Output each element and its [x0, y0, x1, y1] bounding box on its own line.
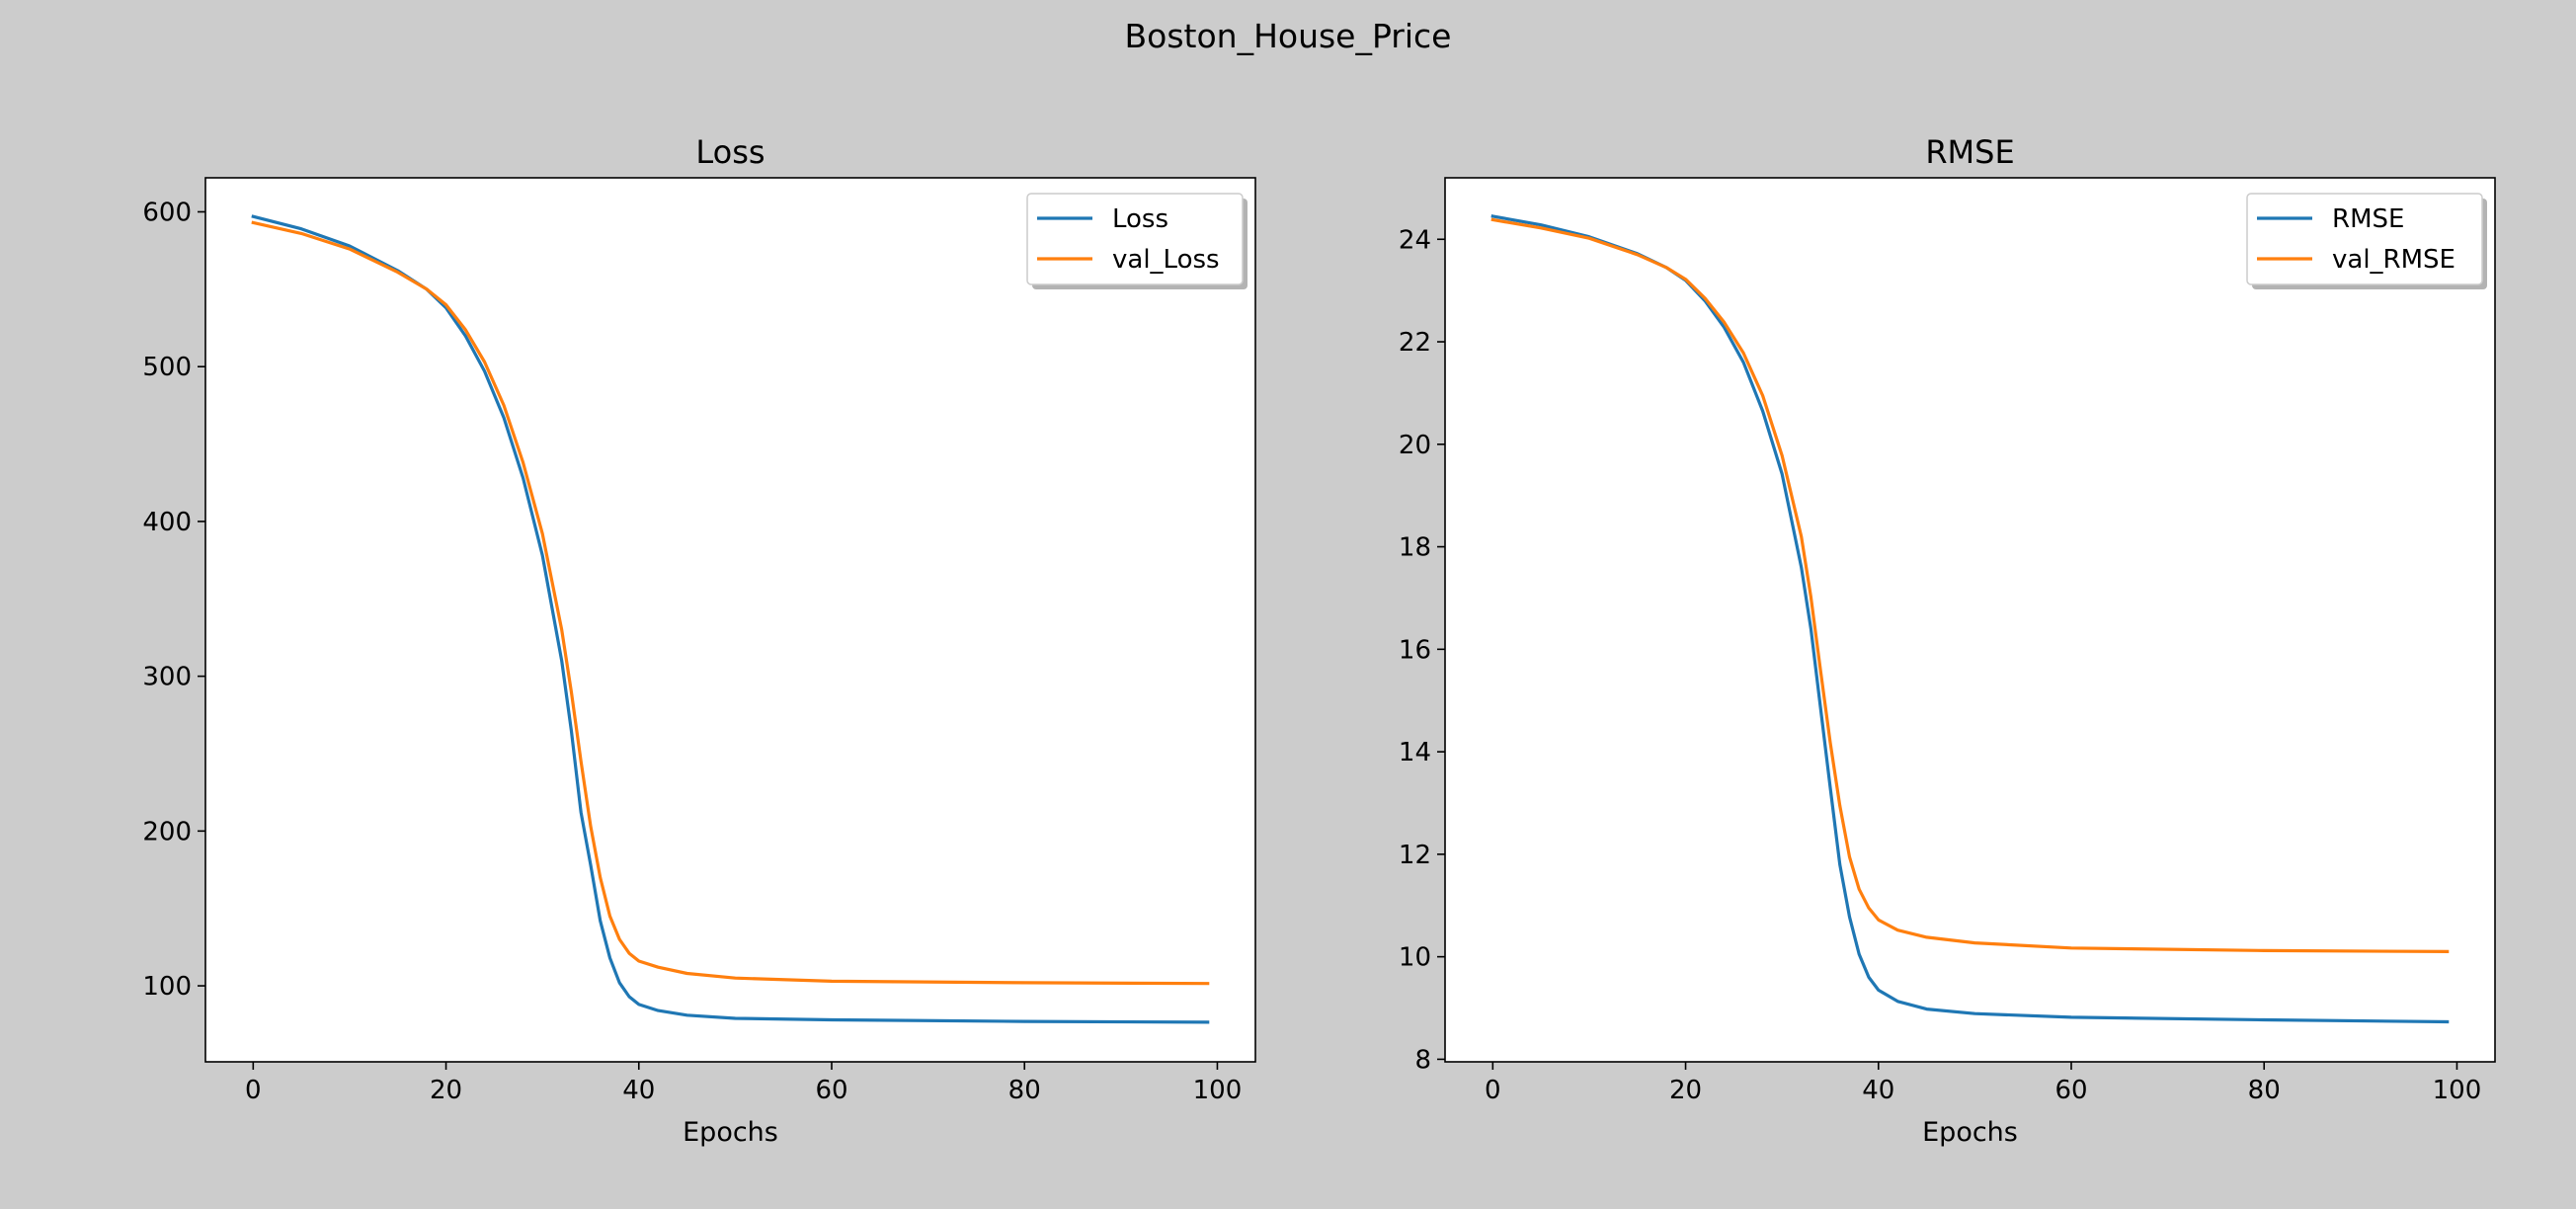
x-tick-label: 20 — [1669, 1076, 1702, 1105]
y-tick-label: 100 — [142, 972, 192, 1002]
x-tick-label: 60 — [815, 1076, 847, 1105]
y-tick-label: 12 — [1399, 841, 1431, 870]
y-tick-label: 18 — [1399, 533, 1431, 563]
y-tick-label: 400 — [142, 508, 192, 537]
x-axis-label: Epochs — [683, 1117, 778, 1148]
y-tick-label: 24 — [1399, 225, 1431, 255]
y-tick-label: 600 — [142, 198, 192, 227]
x-tick-label: 0 — [245, 1076, 262, 1105]
axes-frame — [204, 177, 1256, 1063]
legend-label: val_Loss — [1112, 245, 1220, 275]
chart-panel-rmse: RMSE 0 20 40 60 80 100 8 10 12 14 16 18 20 22 24 Epochs R… — [1399, 133, 2496, 1148]
legend-box — [2246, 193, 2483, 285]
x-tick-label: 60 — [2054, 1076, 2087, 1105]
x-tick-label: 20 — [430, 1076, 462, 1105]
plot-area — [205, 178, 1255, 1062]
y-tick-label: 500 — [142, 353, 192, 382]
y-tick-label: 14 — [1399, 738, 1431, 767]
series-line-val-rmse — [1490, 217, 2450, 954]
y-tick-label: 22 — [1399, 328, 1431, 358]
x-axis-label: Epochs — [1922, 1117, 2018, 1148]
legend: Loss val_Loss — [1026, 193, 1248, 289]
legend-label: Loss — [1112, 204, 1168, 234]
y-tick-label: 10 — [1399, 943, 1431, 973]
legend: RMSE val_RMSE — [2246, 193, 2487, 289]
legend-label: RMSE — [2332, 204, 2404, 234]
x-tick-label: 80 — [1008, 1076, 1041, 1105]
x-tick-label: 100 — [2433, 1076, 2482, 1105]
x-tick-label: 100 — [1193, 1076, 1243, 1105]
y-tick-label: 20 — [1399, 431, 1431, 460]
x-tick-label: 40 — [622, 1076, 655, 1105]
x-tick-label: 40 — [1862, 1076, 1894, 1105]
axes-frame — [1444, 177, 2496, 1063]
plot-area — [1445, 178, 2495, 1062]
x-tick-label: 80 — [2248, 1076, 2281, 1105]
legend-box — [1026, 193, 1244, 285]
y-tick-label: 200 — [142, 817, 192, 846]
series-line-val-loss — [251, 220, 1210, 986]
figure-title: Boston_House_Price — [1125, 17, 1452, 55]
chart-title: Loss — [695, 133, 765, 171]
legend-label: val_RMSE — [2332, 245, 2455, 275]
y-tick-label: 8 — [1414, 1045, 1431, 1075]
chart-title: RMSE — [1925, 133, 2014, 171]
y-tick-label: 300 — [142, 663, 192, 692]
x-tick-label: 0 — [1485, 1076, 1501, 1105]
y-tick-label: 16 — [1399, 635, 1431, 665]
chart-panel-loss: Loss 0 20 40 60 80 100 100 200 300 400 500 600 Epochs… — [142, 133, 1256, 1148]
